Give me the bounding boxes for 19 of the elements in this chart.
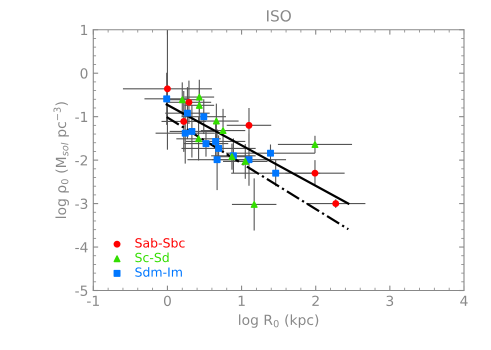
y-tick-label: 0 — [80, 68, 88, 79]
legend-label: Sc-Sd — [135, 252, 169, 262]
x-tick-label: 0 — [164, 296, 171, 306]
y-tick-label: -4 — [75, 242, 88, 252]
x-tick-label: 2 — [312, 296, 319, 306]
chart-title: ISO — [267, 10, 291, 22]
y-tick-label: 1 — [81, 24, 88, 36]
x-tick-label: 4 — [460, 296, 468, 306]
x-axis-title: log R$_{0}$ (kpc) — [239, 314, 318, 328]
x-tick-label: 1 — [238, 296, 245, 306]
x-tick-label: 3 — [386, 296, 394, 306]
y-axis-title: log ρ$_{0}$ (M$_{sol}$ pc$^{−3}$) — [53, 102, 69, 218]
y-tick-label: -5 — [75, 286, 88, 296]
y-tick-label: -2 — [75, 155, 88, 166]
legend-label: Sdm-Im — [135, 267, 182, 277]
y-tick-label: -3 — [75, 198, 88, 210]
y-tick-label: -1 — [75, 112, 88, 122]
x-tick-label: -1 — [87, 296, 99, 306]
legend-label: Sab-Sbc — [135, 238, 185, 248]
